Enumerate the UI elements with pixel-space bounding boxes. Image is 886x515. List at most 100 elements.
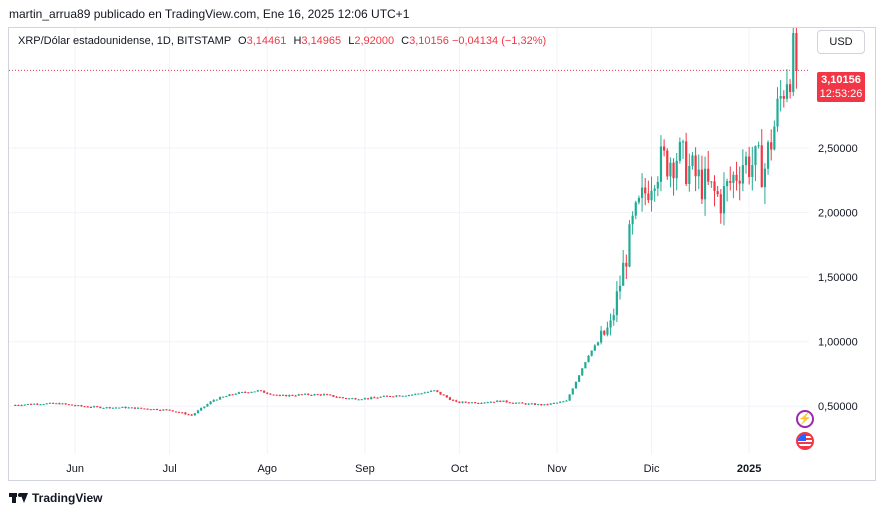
candle-body: [193, 413, 196, 416]
legend-line: XRP/Dólar estadounidense, 1D, BITSTAMP O…: [18, 33, 546, 49]
candle-body: [64, 403, 67, 405]
candle-body: [707, 168, 710, 182]
candle-body: [496, 400, 499, 403]
candle-body: [332, 395, 335, 397]
candle-body: [732, 174, 735, 183]
candle-body: [785, 84, 789, 99]
candle-body: [461, 401, 464, 403]
candle-body: [433, 390, 436, 392]
candle-body: [678, 141, 681, 161]
x-tick-label: Jul: [163, 463, 177, 475]
candle-body: [681, 141, 685, 143]
candle-body: [795, 33, 798, 71]
open-value: 3,14461: [246, 35, 287, 47]
high-value: 3,14965: [301, 35, 342, 47]
candle-body: [514, 402, 518, 404]
candle-body: [228, 394, 231, 397]
candle-body: [754, 146, 757, 166]
candle-body: [14, 404, 17, 406]
candle-body: [612, 315, 615, 321]
x-tick-label: Sep: [355, 463, 375, 475]
candle-body: [577, 375, 581, 382]
candle-body: [373, 397, 376, 399]
candle-body: [559, 401, 562, 403]
candle-body: [313, 394, 316, 396]
candle-body: [540, 404, 543, 406]
chart-frame[interactable]: 0,50000 1,00000 1,50000 2,00000 2,50000 Jun J…: [8, 27, 876, 481]
candle-body: [152, 409, 155, 411]
candle-body: [105, 407, 108, 409]
candle-body: [713, 181, 716, 192]
candle-body: [395, 395, 398, 397]
candle-body: [533, 403, 537, 405]
candle-body: [401, 395, 404, 397]
x-tick-label: 2025: [737, 463, 761, 475]
candle-body: [407, 394, 411, 396]
candle-body: [710, 181, 713, 183]
candle-body: [703, 168, 707, 200]
candle-body: [360, 399, 363, 401]
candle-body: [392, 396, 395, 398]
candle-body: [537, 404, 540, 406]
candle-body: [209, 401, 212, 405]
y-axis-labels: 0,50000 1,00000 1,50000 2,00000 2,50000: [818, 143, 858, 413]
candle-body: [29, 403, 33, 405]
candle-body: [467, 402, 470, 404]
candle-body: [174, 411, 178, 413]
side-icons: ⚡: [796, 410, 816, 456]
tradingview-logo-icon: [9, 491, 28, 505]
candle-body: [593, 345, 596, 351]
candle-body: [404, 395, 407, 397]
candle-body: [644, 187, 647, 194]
candle-body: [666, 150, 669, 177]
candle-body: [640, 187, 644, 198]
candle-body: [335, 396, 338, 398]
candle-body: [269, 393, 272, 395]
candle-body: [773, 126, 776, 150]
candle-body: [77, 405, 80, 407]
candle-body: [552, 402, 555, 404]
candle-body: [297, 394, 300, 396]
candle-body: [584, 362, 587, 369]
y-tick-label: 2,00000: [818, 208, 858, 220]
candle-body: [555, 402, 559, 404]
candle-body: [218, 397, 222, 400]
candle-body: [647, 193, 650, 201]
candle-body: [524, 403, 527, 405]
candle-body: [581, 368, 584, 376]
tradingview-brand[interactable]: TradingView: [9, 489, 102, 507]
y-tick-label: 0,50000: [818, 401, 858, 413]
candle-body: [505, 400, 508, 403]
candle-body: [521, 402, 524, 404]
candle-body: [411, 394, 414, 396]
candle-body: [477, 403, 480, 405]
flag-icon[interactable]: [796, 432, 814, 450]
candle-body: [549, 403, 552, 405]
candle-body: [691, 155, 694, 166]
candle-body: [735, 174, 738, 181]
candle-body: [738, 180, 741, 184]
candle-body: [133, 407, 137, 409]
candle-body: [99, 406, 102, 409]
candle-body: [565, 400, 568, 402]
candle-body: [615, 291, 618, 316]
y-tick-label: 2,50000: [818, 143, 858, 155]
candle-body: [486, 402, 489, 404]
low-label: L: [348, 35, 355, 47]
currency-button[interactable]: USD: [817, 30, 865, 54]
candle-body: [118, 407, 121, 409]
candle-body: [442, 394, 445, 396]
candle-body: [659, 146, 663, 182]
candle-body: [275, 394, 278, 396]
candle-body: [748, 156, 751, 177]
candle-body: [149, 409, 152, 411]
candle-body: [190, 414, 193, 416]
candle-body: [631, 215, 634, 225]
candle-body: [379, 396, 382, 398]
candle-body: [722, 186, 726, 214]
flash-icon[interactable]: ⚡: [796, 410, 814, 428]
candle-body: [618, 285, 622, 292]
candle-body: [511, 402, 515, 404]
candle-body: [326, 394, 329, 396]
